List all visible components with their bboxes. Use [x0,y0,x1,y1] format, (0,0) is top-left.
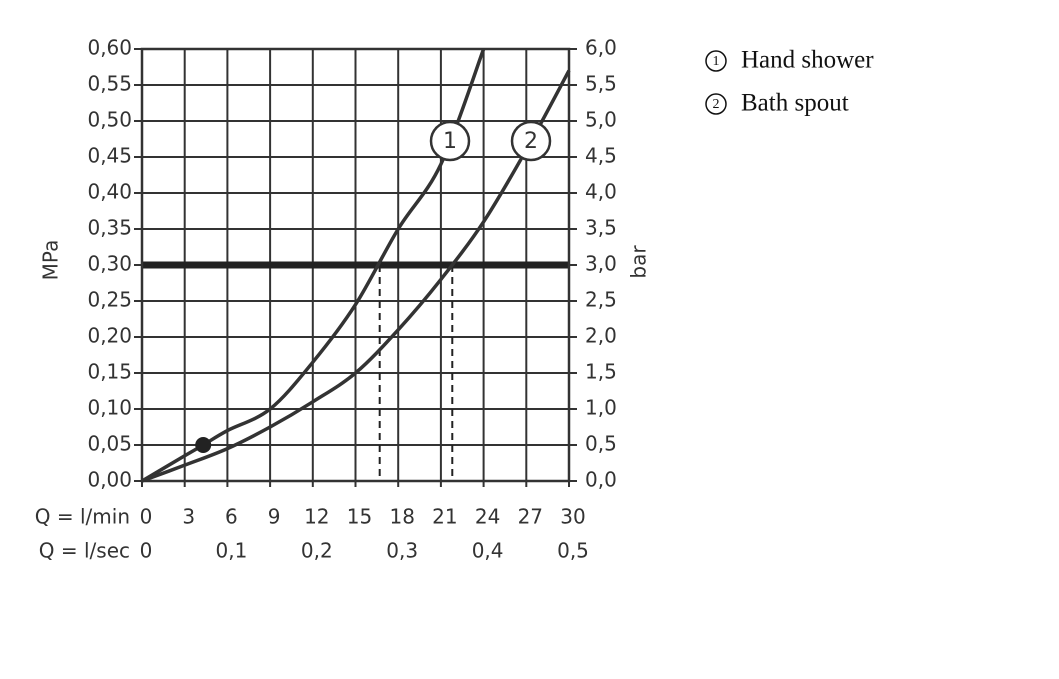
y2-tick-label: 2,0 [585,324,617,348]
legend: 1 Hand shower 2 Bath spout [705,47,874,117]
curve-label-circle [510,120,552,162]
x2-axis-label: Q = l/sec [39,539,130,563]
y-tick-label: 0,40 [87,180,132,204]
y2-tick-label: 5,5 [585,72,617,96]
curve-label: 1 [443,129,457,154]
x-tick-label: 0 [140,505,153,529]
x-tick-label: 15 [347,505,372,529]
x-tick-label: 12 [304,505,329,529]
x-tick-label: 27 [518,505,543,529]
operating-point [195,437,212,453]
plot-frame [140,47,571,483]
x-axis-label: Q = l/min [35,505,130,529]
x-tick-label: 6 [225,505,238,529]
x2-tick-label: 0 [140,539,153,563]
x-tick-label: 24 [475,505,500,529]
y2-axis-label: bar [627,245,651,279]
curve-label: 2 [524,129,538,154]
x-tick-label: 30 [560,505,585,529]
y-tick-label: 0,60 [87,36,132,60]
legend-label: Hand shower [741,47,874,74]
legend-label: Bath spout [741,90,849,117]
x-tick-label: 3 [182,505,195,529]
y-axis-label: MPa [39,240,63,281]
x2-tick-label: 0,5 [557,539,589,563]
y-tick-label: 0,20 [87,324,132,348]
x2-tick-label: 0,3 [386,539,418,563]
y2-tick-label: 5,0 [585,108,617,132]
curve-label-circle [429,120,471,162]
x2-tick-label: 0,4 [472,539,504,563]
y-tick-label: 0,15 [87,360,132,384]
y-tick-label: 0,50 [87,108,132,132]
y2-tick-label: 3,5 [585,216,617,240]
x2-tick-label: 0,1 [215,539,247,563]
x-tick-label: 9 [268,505,281,529]
y-tick-label: 0,10 [87,396,132,420]
legend-number: 1 [713,54,720,69]
y-tick-label: 0,35 [87,216,132,240]
curve [141,69,571,483]
y-tick-label: 0,45 [87,144,132,168]
y-tick-label: 0,30 [87,252,132,276]
legend-number: 2 [713,97,720,112]
y-tick-label: 0,25 [87,288,132,312]
y2-tick-label: 0,0 [585,468,617,492]
y-tick-label: 0,55 [87,72,132,96]
x-tick-label: 18 [389,505,414,529]
y2-tick-label: 0,5 [585,432,617,456]
y2-tick-label: 1,5 [585,360,617,384]
legend-symbol [705,50,727,72]
y2-tick-label: 3,0 [585,252,617,276]
x2-tick-label: 0,2 [301,539,333,563]
y2-tick-label: 4,5 [585,144,617,168]
x-tick-label: 21 [432,505,457,529]
legend-symbol [705,93,727,115]
y2-tick-label: 4,0 [585,180,617,204]
y2-tick-label: 2,5 [585,288,617,312]
y-tick-label: 0,00 [87,468,132,492]
y-tick-label: 0,05 [87,432,132,456]
y2-tick-label: 6,0 [585,36,617,60]
y2-tick-label: 1,0 [585,396,617,420]
